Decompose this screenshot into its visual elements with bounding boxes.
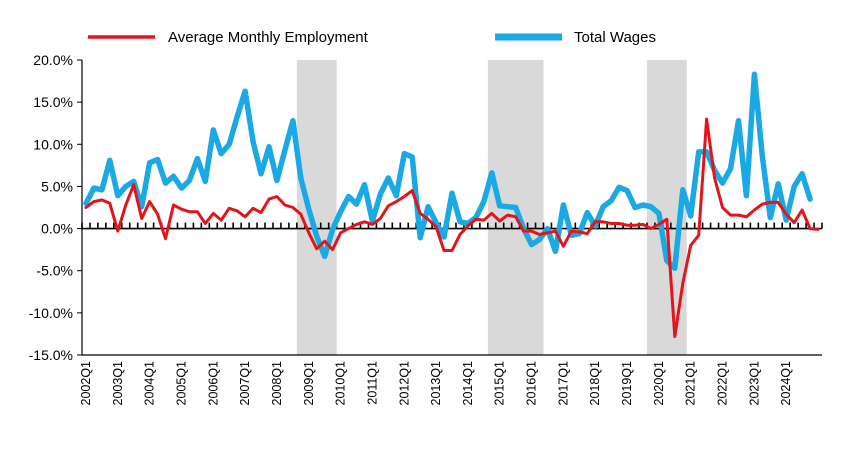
- x-tick-label: 2023Q1: [747, 361, 761, 406]
- y-tick-label: 20.0%: [33, 52, 73, 68]
- series-line-wages: [83, 71, 813, 271]
- legend-label-employment: Average Monthly Employment: [168, 29, 369, 46]
- recession-shading: [296, 60, 687, 355]
- x-tick-label: 2024Q1: [779, 361, 793, 406]
- shaded-period-1: [296, 60, 337, 355]
- x-tick-label: 2006Q1: [206, 361, 220, 406]
- x-tick-label: 2005Q1: [174, 361, 188, 406]
- x-tick-label: 2014Q1: [461, 361, 475, 406]
- y-tick-label: -10.0%: [29, 305, 73, 321]
- x-tick-label: 2022Q1: [716, 361, 730, 406]
- x-tick-label: 2011Q1: [365, 361, 379, 405]
- x-tick-label: 2020Q1: [652, 361, 666, 406]
- x-tick-label: 2015Q1: [493, 361, 507, 406]
- y-tick-label: 10.0%: [33, 136, 73, 152]
- x-tick-label: 2019Q1: [620, 361, 634, 406]
- x-tick-label: 2003Q1: [111, 361, 125, 406]
- legend-label-wages: Total Wages: [574, 29, 656, 46]
- x-tick-label: 2012Q1: [397, 361, 411, 406]
- x-tick-label: 2007Q1: [238, 361, 252, 406]
- series-line-employment: [84, 117, 820, 338]
- x-tick-label: 2013Q1: [429, 361, 443, 406]
- legend: Average Monthly Employment Total Wages: [88, 29, 656, 46]
- series-lines: [83, 71, 820, 338]
- x-tick-label: 2021Q1: [684, 361, 698, 406]
- x-tick-label: 2004Q1: [143, 361, 157, 406]
- x-tick-label: 2002Q1: [79, 361, 93, 406]
- x-tick-label: 2008Q1: [270, 361, 284, 406]
- x-tick-label: 2010Q1: [334, 361, 348, 406]
- y-tick-label: -15.0%: [29, 347, 73, 363]
- y-tick-label: 5.0%: [41, 178, 73, 194]
- y-tick-label: -5.0%: [36, 263, 73, 279]
- x-tick-label: 2018Q1: [588, 361, 602, 406]
- x-tick-label: 2009Q1: [302, 361, 316, 406]
- x-tick-label: 2016Q1: [525, 361, 539, 406]
- y-axis-ticks: -15.0% -10.0% -5.0% 0.0% 5.0% 10.0% 15.0% 20.0%: [29, 52, 82, 363]
- x-axis-ticks: 2002Q1 2003Q1 2004Q1 2005Q1 2006Q1 2007Q1 2008…: [79, 361, 793, 406]
- y-tick-label: 0.0%: [41, 221, 73, 237]
- y-tick-label: 15.0%: [33, 94, 73, 110]
- x-tick-label: 2017Q1: [556, 361, 570, 406]
